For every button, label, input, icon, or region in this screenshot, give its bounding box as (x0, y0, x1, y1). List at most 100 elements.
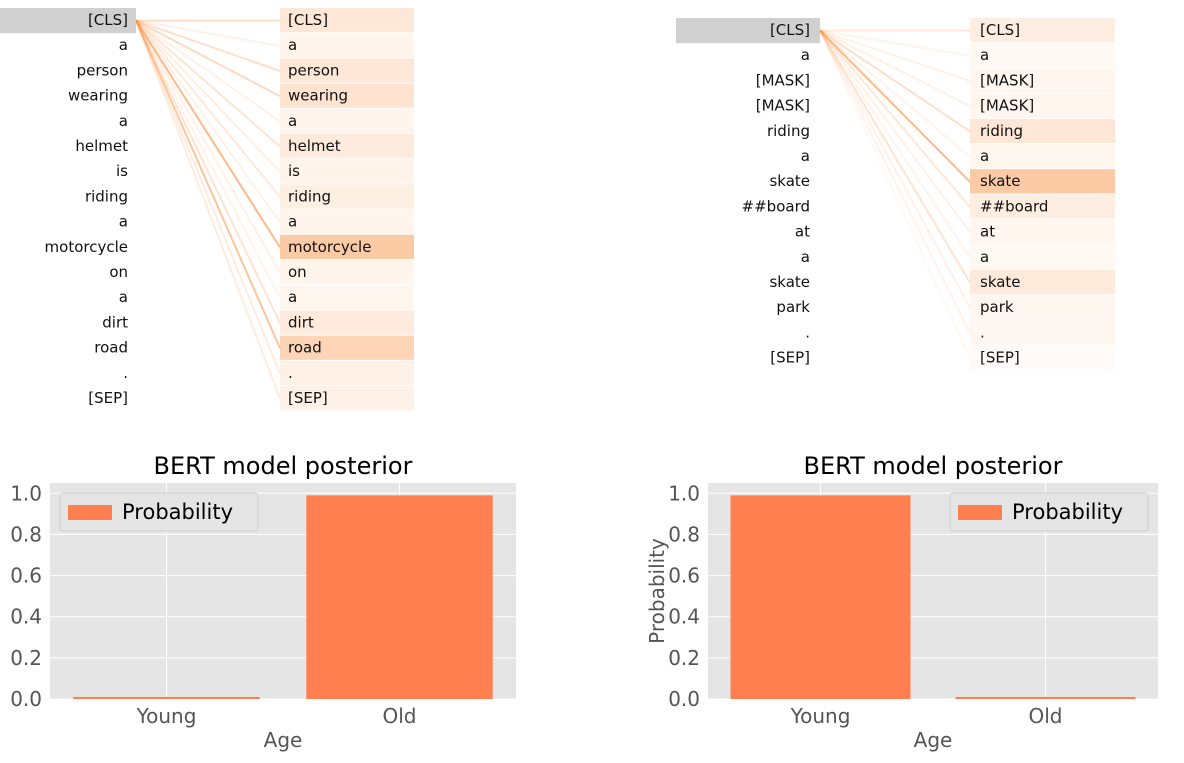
right-token[interactable]: . (288, 364, 293, 382)
right-token[interactable]: motorcycle (288, 238, 371, 256)
y-axis-label: Probability (645, 538, 669, 644)
bar (306, 495, 493, 699)
right-token[interactable]: a (980, 46, 989, 64)
x-axis-label: Age (914, 728, 953, 752)
left-token[interactable]: a (801, 147, 810, 165)
right-token[interactable]: on (288, 263, 307, 281)
right-token-weight (280, 108, 414, 133)
left-token[interactable]: [SEP] (770, 349, 810, 367)
left-token[interactable]: at (795, 223, 810, 241)
right-token[interactable]: a (980, 248, 989, 266)
right-token[interactable]: a (288, 36, 297, 54)
right-token[interactable]: [CLS] (980, 21, 1020, 39)
attention-lines (135, 19, 281, 399)
x-axis-label: Age (264, 728, 303, 752)
left-token[interactable]: motorcycle (45, 238, 128, 256)
right-token-weight (280, 360, 414, 385)
left-token[interactable]: is (116, 162, 128, 180)
right-token[interactable]: [MASK] (980, 71, 1034, 89)
left-token[interactable]: [CLS] (770, 21, 810, 39)
right-token[interactable]: . (980, 323, 985, 341)
right-token-weight (970, 345, 1115, 370)
right-token[interactable]: person (288, 61, 339, 79)
right-token[interactable]: a (288, 213, 297, 231)
legend: Probability (59, 492, 259, 532)
attention-line (819, 29, 971, 108)
left-token[interactable]: . (805, 323, 810, 341)
right-token[interactable]: riding (288, 187, 331, 205)
right-token[interactable]: skate (980, 273, 1021, 291)
left-token[interactable]: park (776, 298, 810, 316)
bar (73, 696, 260, 699)
left-token[interactable]: a (119, 213, 128, 231)
bar (955, 696, 1136, 699)
left-token[interactable]: a (119, 36, 128, 54)
left-token[interactable]: a (119, 112, 128, 130)
left-token[interactable]: a (801, 248, 810, 266)
right-token[interactable]: a (288, 288, 297, 306)
legend-label: Probability (122, 500, 233, 524)
left-token[interactable]: skate (769, 172, 810, 190)
y-tick-label: 0.4 (668, 605, 700, 629)
y-tick-label: 0.0 (10, 687, 42, 711)
y-tick-label: 0.6 (10, 564, 42, 588)
attention-view-1: [CLS] a person wearing a helmet is riding a motor… (0, 0, 420, 420)
right-token-weight (280, 285, 414, 310)
right-token-weight (280, 184, 414, 209)
y-tick-label: 0.0 (668, 687, 700, 711)
right-token-weight (970, 244, 1115, 269)
left-token[interactable]: [MASK] (756, 71, 810, 89)
right-token[interactable]: road (288, 339, 322, 357)
right-token-weight (280, 234, 414, 259)
right-token[interactable]: ##board (980, 197, 1048, 215)
chart-title: BERT model posterior (154, 452, 413, 480)
right-token[interactable]: [SEP] (980, 349, 1020, 367)
left-token[interactable]: person (77, 61, 128, 79)
right-token-weight (970, 43, 1115, 68)
left-token[interactable]: helmet (75, 137, 128, 155)
left-token[interactable]: riding (767, 122, 810, 140)
right-token[interactable]: a (980, 147, 989, 165)
right-token-weight (970, 194, 1115, 219)
right-token[interactable]: riding (980, 122, 1023, 140)
left-token[interactable]: a (119, 288, 128, 306)
attention-line (819, 29, 971, 57)
left-token[interactable]: riding (85, 187, 128, 205)
attention-line (135, 19, 281, 98)
left-token[interactable]: on (109, 263, 128, 281)
left-token[interactable]: road (94, 339, 128, 357)
left-token[interactable]: a (801, 46, 810, 64)
left-token[interactable]: ##board (742, 197, 810, 215)
right-token-weight (280, 159, 414, 184)
posterior-chart-svg-1: BERT model posterior 0.0 0.2 0.4 0.6 0.8 1.0 Yo… (10, 452, 516, 752)
right-token[interactable]: is (288, 162, 300, 180)
attention-line (135, 20, 281, 223)
right-token[interactable]: [SEP] (288, 389, 328, 407)
selected-token-highlight (0, 8, 136, 34)
right-token[interactable]: [MASK] (980, 97, 1034, 115)
left-token[interactable]: . (123, 364, 128, 382)
left-token[interactable]: [CLS] (88, 11, 128, 29)
left-token[interactable]: wearing (68, 87, 128, 105)
attention-line (135, 20, 281, 349)
right-token[interactable]: a (288, 112, 297, 130)
left-token[interactable]: skate (769, 273, 810, 291)
right-token[interactable]: skate (980, 172, 1021, 190)
legend-box (59, 492, 259, 532)
y-tick-label: 0.4 (10, 605, 42, 629)
left-token[interactable]: [MASK] (756, 97, 810, 115)
left-token[interactable]: [SEP] (88, 389, 128, 407)
x-tick-label: Old (383, 704, 417, 728)
right-token[interactable]: helmet (288, 137, 341, 155)
right-token[interactable]: at (980, 223, 995, 241)
legend: Probability (949, 492, 1149, 532)
attention-line (819, 30, 971, 309)
attention-line (819, 29, 971, 82)
posterior-chart-1: BERT model posterior 0.0 0.2 0.4 0.6 0.8 1.0 Yo… (0, 440, 540, 758)
right-token[interactable]: park (980, 298, 1014, 316)
right-token[interactable]: [CLS] (288, 11, 328, 29)
right-token[interactable]: dirt (288, 313, 314, 331)
right-token[interactable]: wearing (288, 87, 348, 105)
left-token[interactable]: dirt (102, 313, 128, 331)
attention-lines (819, 29, 971, 359)
